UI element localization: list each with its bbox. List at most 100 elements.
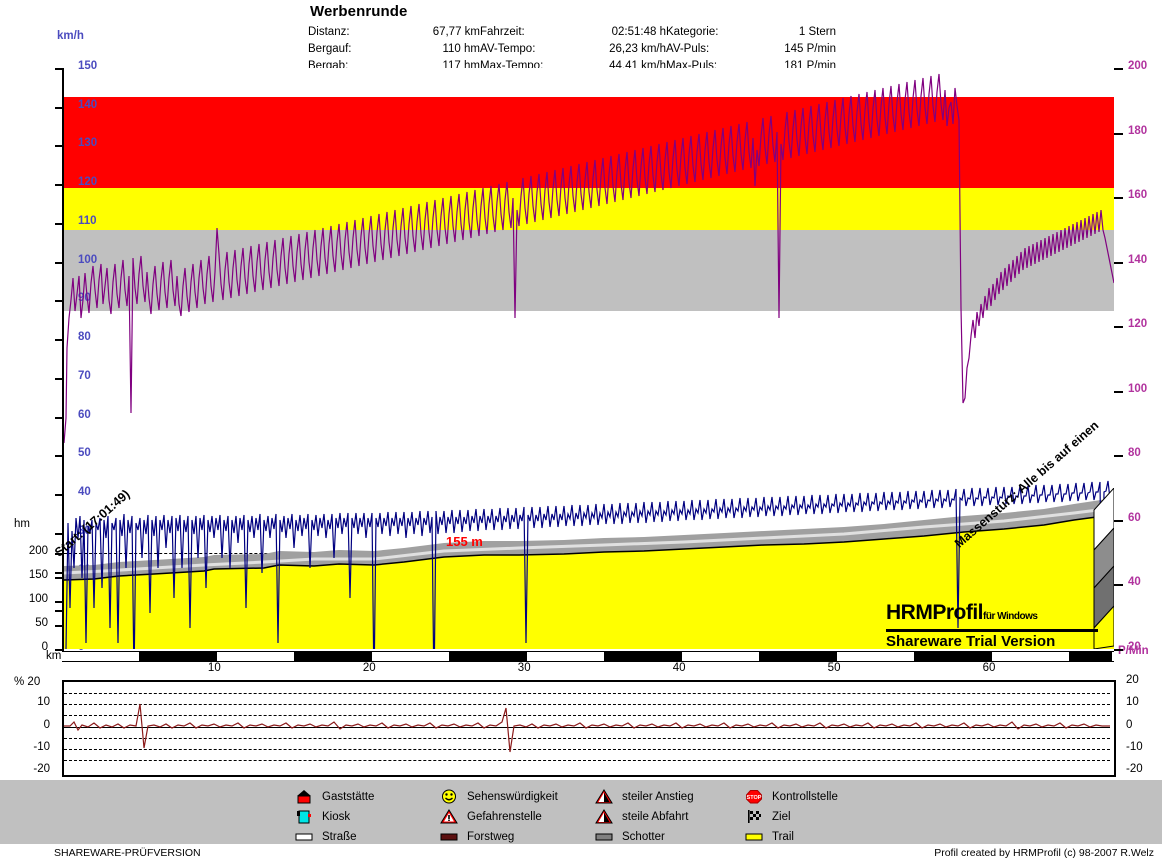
forest-track-bar-icon	[440, 829, 462, 843]
distance-axis-segment	[449, 652, 527, 661]
stat-label: Kategorie:	[666, 26, 719, 38]
pulse-axis-tick	[1114, 519, 1123, 522]
legend-item: STOP Kontrollstelle	[745, 787, 838, 807]
pulse-axis-tick	[1114, 326, 1123, 329]
gradient-axis-unit: % 20	[14, 676, 41, 688]
watermark-product-name: HRMProfilfür Windows	[886, 601, 1038, 624]
speed-axis-tick	[55, 145, 64, 148]
distance-axis-tick-label: 30	[517, 662, 531, 674]
elevation-axis-tick-label: 100	[28, 593, 48, 605]
speed-axis-tick	[55, 184, 64, 187]
legend-column: Sehenswürdigkeit Gefahrenstelle Forstweg	[440, 787, 558, 847]
footer-credit: Profil created by HRMProfil (c) 98-2007 …	[934, 847, 1154, 859]
legend-item-label: Sehenswürdigkeit	[467, 791, 558, 803]
elevation-axis-unit: hm	[14, 518, 30, 530]
speed-axis-tick-label: 120	[78, 176, 98, 189]
legend-item-label: Straße	[322, 831, 357, 843]
distance-axis-bar	[62, 651, 1114, 662]
gradient-axis-tick-label-right: 10	[1126, 696, 1139, 709]
elevation-profile-svg	[64, 498, 1114, 649]
elevation-axis-tick	[55, 625, 64, 627]
legend-item-label: Forstweg	[467, 831, 515, 843]
speed-axis-tick	[55, 222, 64, 225]
stop-sign-icon: STOP	[745, 789, 767, 804]
pulse-axis-tick-label: 100	[1128, 382, 1148, 395]
pulse-axis-tick	[1114, 649, 1123, 651]
pulse-axis-tick-label: 180	[1128, 124, 1148, 137]
elevation-area-fill	[64, 514, 1114, 649]
pulse-axis-tick	[1114, 68, 1123, 70]
gradient-trace-line	[64, 703, 1110, 753]
pulse-axis-tick-label: 80	[1128, 447, 1141, 460]
legend-item-label: Kontrollstelle	[772, 791, 838, 803]
speed-axis-tick	[55, 339, 64, 342]
legend-item: Schotter	[595, 827, 694, 847]
legend-item: Trail	[745, 827, 838, 847]
stat-value: 02:51:48 h	[611, 26, 666, 38]
speed-axis-tick-label: 80	[78, 331, 91, 344]
pulse-axis-tick-label: 160	[1128, 189, 1148, 202]
distance-axis-segment	[759, 652, 837, 661]
speed-axis-tick	[55, 377, 64, 380]
gradient-axis-tick-label-right: 20	[1126, 674, 1139, 686]
pulse-axis-tick-label: 40	[1128, 576, 1141, 589]
hrmprofil-watermark: HRMProfilfür Windows Shareware Trial Ver…	[886, 602, 1098, 650]
pulse-trace-line	[64, 73, 1114, 444]
speed-axis-tick	[55, 494, 64, 497]
gradient-axis-tick-label-left: -10	[33, 740, 50, 753]
distance-axis-segment	[914, 652, 992, 661]
page-title: Werbenrunde	[310, 3, 408, 20]
stat-label: Bergauf:	[308, 43, 352, 55]
steep-ascent-icon	[595, 789, 617, 804]
stat-value: 26,23 km/h	[609, 43, 666, 55]
gradient-axis-tick-label-right: 0	[1126, 718, 1133, 731]
legend-item: Forstweg	[440, 827, 558, 847]
pulse-axis-tick	[1114, 197, 1123, 200]
pulse-axis-tick	[1114, 584, 1123, 587]
hr-zone-low-band	[64, 230, 1114, 311]
gradient-axis-tick-label-left: -20	[33, 763, 50, 775]
speed-axis-tick	[55, 106, 64, 109]
watermark-trial-text: Shareware Trial Version	[886, 633, 1056, 650]
pulse-axis-tick	[1114, 390, 1123, 393]
distance-axis-tick-label: 40	[672, 662, 686, 674]
elevation-axis-tick-label: 0	[41, 641, 48, 653]
legend-item: Kiosk	[295, 807, 374, 827]
speed-axis-tick-label: 130	[78, 137, 98, 150]
speed-axis-tick	[55, 532, 64, 535]
speed-axis-tick	[55, 416, 64, 419]
distance-axis-segment	[139, 652, 217, 661]
speed-axis-tick	[55, 571, 64, 574]
legend-item: Sehenswürdigkeit	[440, 787, 558, 807]
pulse-axis-tick	[1114, 261, 1123, 264]
pulse-axis-tick-label: 120	[1128, 318, 1148, 331]
legend-item: steile Abfahrt	[595, 807, 694, 827]
elevation-trace-line	[64, 513, 1114, 581]
gradient-axis-tick-label-left: 10	[37, 696, 50, 709]
finish-flag-icon	[745, 809, 767, 823]
elevation-axis-tick-label: 50	[35, 617, 48, 629]
pulse-axis-unit: P/Min	[1118, 645, 1149, 657]
gradient-gridline	[64, 704, 1110, 706]
speed-axis-tick	[55, 610, 64, 613]
legend-panel: Gaststätte Kiosk Straße Sehenswürdigkeit Gef…	[0, 780, 1162, 844]
max-elevation-label: 155 m	[446, 534, 483, 549]
legend-item: Straße	[295, 827, 374, 847]
distance-axis-tick-label: 20	[362, 662, 376, 674]
stat-label: Distanz:	[308, 26, 350, 38]
gradient-axis-tick-label-left: 0	[43, 718, 50, 731]
stat-value: 110 hm	[442, 43, 480, 55]
distance-axis-tick-label: 60	[982, 662, 996, 674]
steep-descent-icon	[595, 809, 617, 824]
table-row: Bergauf: 110 hm AV-Tempo: 26,23 km/h AV-…	[308, 41, 836, 58]
speed-axis-tick	[55, 455, 64, 458]
distance-axis-segment	[604, 652, 682, 661]
svg-text:STOP: STOP	[747, 795, 762, 801]
speed-axis-tick-label: 140	[78, 98, 98, 111]
legend-item-label: steiler Anstieg	[622, 791, 694, 803]
stat-label: AV-Puls:	[666, 43, 710, 55]
gravel-bar-icon	[595, 829, 617, 843]
sight-smiley-icon	[440, 789, 462, 804]
watermark-suffix: für Windows	[983, 611, 1038, 622]
speed-axis-tick-label: 150	[78, 60, 98, 72]
